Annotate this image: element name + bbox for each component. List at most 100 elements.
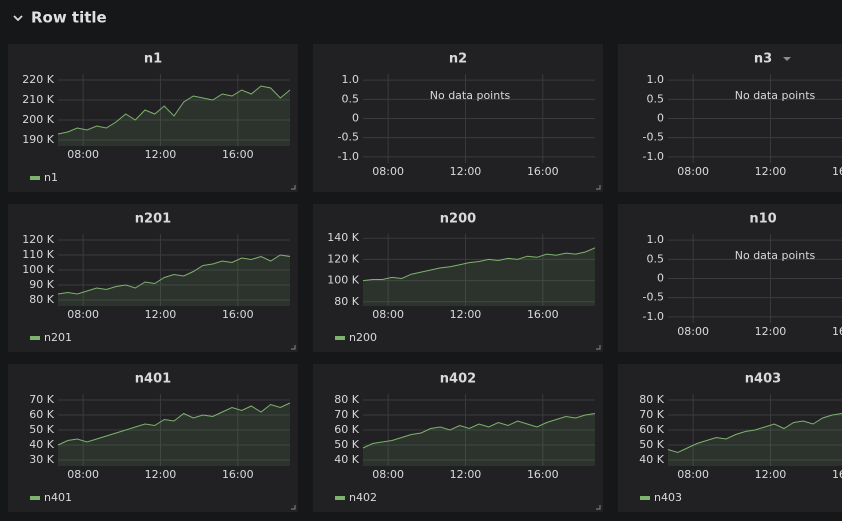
resize-handle[interactable] [291,185,296,190]
y-tick-label: 100 K [22,263,54,276]
x-tick-label: 08:00 [372,468,404,481]
x-tick-label: 12:00 [450,308,482,321]
panel-title[interactable]: n401 [135,372,171,387]
resize-handle[interactable] [291,505,296,510]
y-tick-label: 40 K [639,453,664,466]
series-line [57,402,291,446]
area-fill [58,255,290,306]
legend-label[interactable]: n200 [349,331,377,344]
panel-title[interactable]: n2 [449,52,467,67]
x-tick-label: 08:00 [372,308,404,321]
x-tick-label: 08:00 [372,165,404,178]
y-tick-label: 40 K [334,453,359,466]
resize-handle[interactable] [291,345,296,350]
x-tick-label: 12:00 [145,468,177,481]
no-data-text: No data points [430,89,511,102]
legend-label[interactable]: n201 [44,331,72,344]
x-tick-label: 16:00 [222,148,254,161]
y-tick-label: 120 K [22,233,54,246]
y-tick-label: -1.0 [338,150,359,163]
no-data-text: No data points [735,249,816,262]
legend-label[interactable]: n402 [349,491,377,504]
panel-title[interactable]: n3 [754,52,772,67]
x-tick-label: 08:00 [67,308,99,321]
y-tick-label: 100 K [327,274,359,287]
y-tick-label: 1.0 [647,233,665,246]
y-tick-label: 90 K [29,278,54,291]
y-tick-label: 140 K [327,231,359,244]
panel: n401 30 K 40 K 50 K 60 K 70 K 08:00 12:00 16:00 n… [8,364,298,512]
x-tick-label: 12:00 [755,325,787,338]
x-tick-label: 16:00 [527,308,559,321]
y-tick-label: 200 K [22,113,54,126]
panel: n2 1.0 0.5 0 -0.5 -1.0 08:00 12:00 16:00 No data … [313,44,603,192]
y-tick-label: 50 K [29,423,54,436]
series-line [57,85,291,135]
panel: n10 1.0 0.5 0 -0.5 -1.0 08:00 12:00 16:00 No data… [618,204,842,352]
y-tick-label: 220 K [22,73,54,86]
panel-title[interactable]: n402 [440,372,476,387]
y-tick-label: 80 K [334,393,359,406]
resize-handle[interactable] [596,185,601,190]
y-tick-label: 110 K [22,248,54,261]
panel-bg [8,364,298,512]
area-fill [668,413,842,466]
y-tick-label: 60 K [29,408,54,421]
panel: n201 80 K 90 K 100 K 110 K 120 K 08:00 12:00 16:… [8,204,298,352]
x-tick-label: 12:00 [450,165,482,178]
x-tick-label: 16:00 [222,308,254,321]
x-tick-label: 16:00 [527,468,559,481]
x-tick-label: 12:00 [755,165,787,178]
panel-title[interactable]: n200 [440,212,476,227]
row-title[interactable]: Row title [31,9,107,27]
panel: n200 80 K 100 K 120 K 140 K 08:00 12:00 16:00 n2… [313,204,603,352]
panel-bg [8,44,298,192]
panel-bg [313,204,603,352]
y-tick-label: -0.5 [338,131,359,144]
panel: n1 190 K 200 K 210 K 220 K 08:00 12:00 16:00 n1 [8,44,298,192]
panel: n3 1.0 0.5 0 -0.5 -1.0 08:00 12:00 16:00 No data … [618,44,842,192]
resize-handle[interactable] [596,345,601,350]
legend-label[interactable]: n403 [654,491,682,504]
y-tick-label: 0.5 [342,92,360,105]
area-fill [363,247,595,306]
row-chevron[interactable] [13,15,23,22]
x-tick-label: 08:00 [67,148,99,161]
panel-bg [8,204,298,352]
resize-handle[interactable] [596,505,601,510]
panel: n402 40 K 50 K 60 K 70 K 80 K 08:00 12:00 16:00 n… [313,364,603,512]
x-tick-label: 16:00 [832,468,842,481]
y-tick-label: 210 K [22,93,54,106]
y-tick-label: -0.5 [643,291,664,304]
panel-title[interactable]: n403 [745,372,781,387]
y-tick-label: 1.0 [342,73,360,86]
x-tick-label: 16:00 [832,165,842,178]
y-tick-label: -1.0 [643,310,664,323]
y-tick-label: 60 K [334,423,359,436]
x-tick-label: 16:00 [222,468,254,481]
legend-label[interactable]: n401 [44,491,72,504]
panel-title[interactable]: n201 [135,212,171,227]
panel-title[interactable]: n1 [144,52,162,67]
x-tick-label: 12:00 [145,148,177,161]
panel-menu[interactable] [783,57,791,61]
y-tick-label: 60 K [639,423,664,436]
panel: n403 40 K 50 K 60 K 70 K 80 K 08:00 12:00 16:00 n… [618,364,842,512]
y-tick-label: 190 K [22,133,54,146]
area-fill [58,403,290,466]
y-tick-label: 120 K [327,252,359,265]
panel-title[interactable]: n10 [749,212,776,227]
area-fill [363,413,595,466]
y-tick-label: -0.5 [643,131,664,144]
legend-label[interactable]: n1 [44,171,58,184]
y-tick-label: 30 K [29,453,54,466]
x-tick-label: 08:00 [677,165,709,178]
x-tick-label: 16:00 [832,325,842,338]
x-tick-label: 12:00 [755,468,787,481]
x-tick-label: 08:00 [67,468,99,481]
panel-bg [313,364,603,512]
y-tick-label: 50 K [639,438,664,451]
x-tick-label: 08:00 [677,468,709,481]
x-tick-label: 12:00 [450,468,482,481]
